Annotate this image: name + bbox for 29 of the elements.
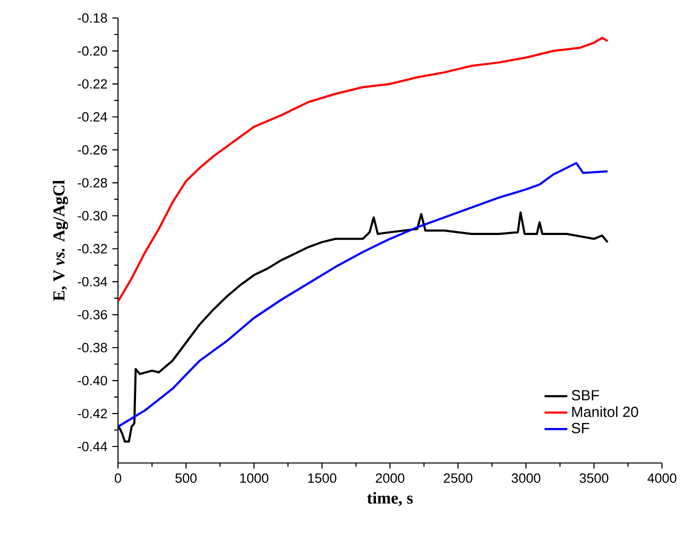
y-tick-label: -0.40 [78,376,108,386]
x-tick-label: 4000 [647,473,676,483]
x-tick-label: 500 [175,473,197,483]
legend-label: SF [572,422,590,434]
line-series [118,36,609,303]
x-tick-label: 2500 [444,473,472,483]
y-tick-label: -0.24 [78,112,108,122]
y-tick-label: -0.20 [78,46,108,56]
y-tick-label: -0.44 [78,442,108,452]
x-tick-label: 0 [114,473,122,483]
y-tick-label: -0.28 [78,178,108,188]
x-tick-label: 1500 [308,473,336,483]
y-tick-label: -0.26 [78,145,108,155]
x-tick-label: 3000 [512,473,540,483]
x-tick-label: 2000 [376,473,404,483]
legend-label: SBF [572,390,599,400]
x-tick-label: 1000 [240,473,268,483]
y-tick-label: -0.32 [78,244,107,254]
y-tick-label: -0.38 [78,342,108,352]
y-tick-label: -0.34 [78,276,108,286]
y-tick-label: -0.36 [78,310,108,320]
x-tick-label: 3500 [580,473,608,483]
y-tick-label: -0.30 [78,211,108,220]
y-tick-label: -0.42 [78,408,107,418]
legend-label: Manitol 20 [572,406,638,418]
y-tick-label: -0.18 [78,13,108,23]
y-axis-title: E, V vs. Ag/AgCl [52,180,68,301]
x-axis-title: time, s [367,492,413,506]
y-tick-label: -0.22 [78,79,107,89]
